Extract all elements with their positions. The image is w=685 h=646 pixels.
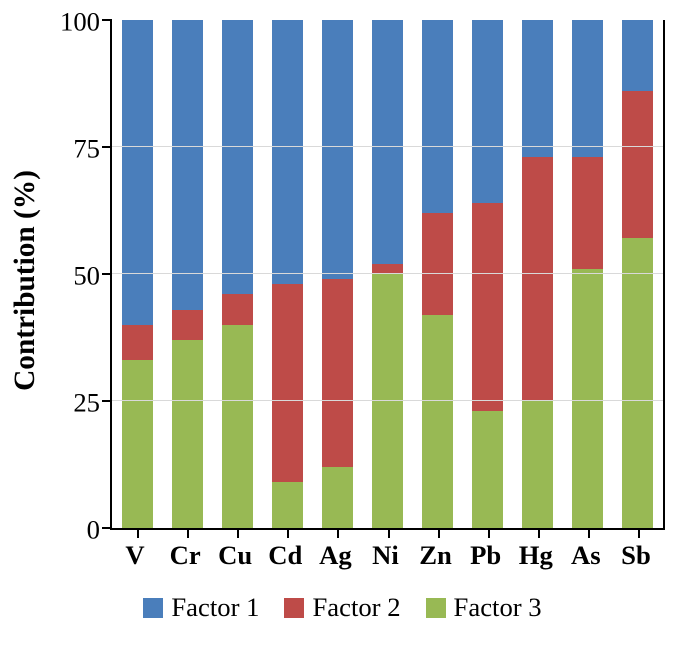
bar-seg-factor1 <box>622 20 653 91</box>
y-tick <box>102 19 112 21</box>
legend-label: Factor 3 <box>454 592 542 623</box>
y-tick-label: 25 <box>55 388 100 419</box>
bar-seg-factor3 <box>372 274 403 528</box>
legend-item: Factor 3 <box>426 592 542 623</box>
bar-seg-factor2 <box>172 310 203 340</box>
bar <box>622 20 653 528</box>
x-tick-label: V <box>125 540 144 571</box>
bar <box>122 20 153 528</box>
y-tick-label: 50 <box>55 261 100 292</box>
bar <box>272 20 303 528</box>
x-tick-label: As <box>571 540 601 571</box>
gridline <box>112 400 663 401</box>
bar-seg-factor3 <box>622 238 653 528</box>
legend-swatch <box>426 598 446 618</box>
bar-seg-factor2 <box>122 325 153 361</box>
bar-seg-factor2 <box>472 203 503 411</box>
bar-seg-factor1 <box>422 20 453 213</box>
x-tick-label: Ni <box>372 540 399 571</box>
bar-seg-factor3 <box>572 269 603 528</box>
legend-swatch <box>143 598 163 618</box>
bar <box>172 20 203 528</box>
bar-seg-factor3 <box>122 360 153 528</box>
bar-seg-factor3 <box>222 325 253 528</box>
bar <box>322 20 353 528</box>
x-tick <box>638 528 640 538</box>
bar <box>522 20 553 528</box>
x-tick <box>287 528 289 538</box>
bar-seg-factor3 <box>172 340 203 528</box>
x-tick <box>538 528 540 538</box>
x-tick-label: Zn <box>419 540 452 571</box>
chart-container: Contribution (%) 0 25 50 75 100 V Cr Cu Cd Ag Ni Z… <box>0 0 685 646</box>
legend: Factor 1 Factor 2 Factor 3 <box>0 592 685 623</box>
x-tick <box>237 528 239 538</box>
bar-seg-factor1 <box>272 20 303 284</box>
x-tick-label: Sb <box>621 540 651 571</box>
y-tick-label: 75 <box>55 134 100 165</box>
plot-area <box>110 20 665 530</box>
legend-swatch <box>284 598 304 618</box>
bar-seg-factor1 <box>322 20 353 279</box>
y-tick-label: 0 <box>55 515 100 546</box>
y-tick <box>102 400 112 402</box>
bar-seg-factor1 <box>372 20 403 264</box>
bar-seg-factor2 <box>222 294 253 324</box>
legend-label: Factor 2 <box>312 592 400 623</box>
x-tick <box>488 528 490 538</box>
y-tick-label: 100 <box>55 7 100 38</box>
x-tick-label: Cr <box>170 540 201 571</box>
bar-seg-factor3 <box>472 411 503 528</box>
bar-seg-factor3 <box>322 467 353 528</box>
gridline <box>112 273 663 274</box>
y-tick <box>102 527 112 529</box>
bar-seg-factor2 <box>622 91 653 238</box>
legend-label: Factor 1 <box>171 592 259 623</box>
gridline <box>112 146 663 147</box>
bar-seg-factor3 <box>522 401 553 528</box>
x-tick-label: Cu <box>218 540 252 571</box>
bar-seg-factor1 <box>222 20 253 294</box>
x-tick-label: Pb <box>470 540 501 571</box>
bar <box>372 20 403 528</box>
bar <box>472 20 503 528</box>
x-tick <box>337 528 339 538</box>
bar-seg-factor1 <box>472 20 503 203</box>
x-tick-label: Cd <box>268 540 302 571</box>
bar-seg-factor2 <box>322 279 353 467</box>
x-tick <box>388 528 390 538</box>
bar-seg-factor2 <box>572 157 603 269</box>
bar-seg-factor2 <box>522 157 553 401</box>
y-axis-title-container: Contribution (%) <box>10 0 40 560</box>
bar-seg-factor1 <box>572 20 603 157</box>
y-tick <box>102 146 112 148</box>
bar-seg-factor1 <box>122 20 153 325</box>
bar-seg-factor2 <box>422 213 453 315</box>
bar-seg-factor1 <box>172 20 203 310</box>
y-axis-title: Contribution (%) <box>9 170 42 391</box>
y-axis-labels: 0255075100 <box>55 20 100 530</box>
x-tick <box>137 528 139 538</box>
bar-seg-factor3 <box>422 315 453 528</box>
bar-seg-factor1 <box>522 20 553 157</box>
bar <box>222 20 253 528</box>
x-tick-label: Ag <box>319 540 352 571</box>
x-tick <box>187 528 189 538</box>
legend-item: Factor 1 <box>143 592 259 623</box>
bar <box>572 20 603 528</box>
x-tick-label: Hg <box>519 540 553 571</box>
y-tick <box>102 273 112 275</box>
bar-seg-factor3 <box>272 482 303 528</box>
x-tick <box>588 528 590 538</box>
legend-item: Factor 2 <box>284 592 400 623</box>
bar <box>422 20 453 528</box>
x-tick <box>438 528 440 538</box>
plot-inner <box>112 20 663 528</box>
bar-seg-factor2 <box>272 284 303 482</box>
x-axis-labels: V Cr Cu Cd Ag Ni Zn Pb Hg As Sb <box>110 540 665 580</box>
